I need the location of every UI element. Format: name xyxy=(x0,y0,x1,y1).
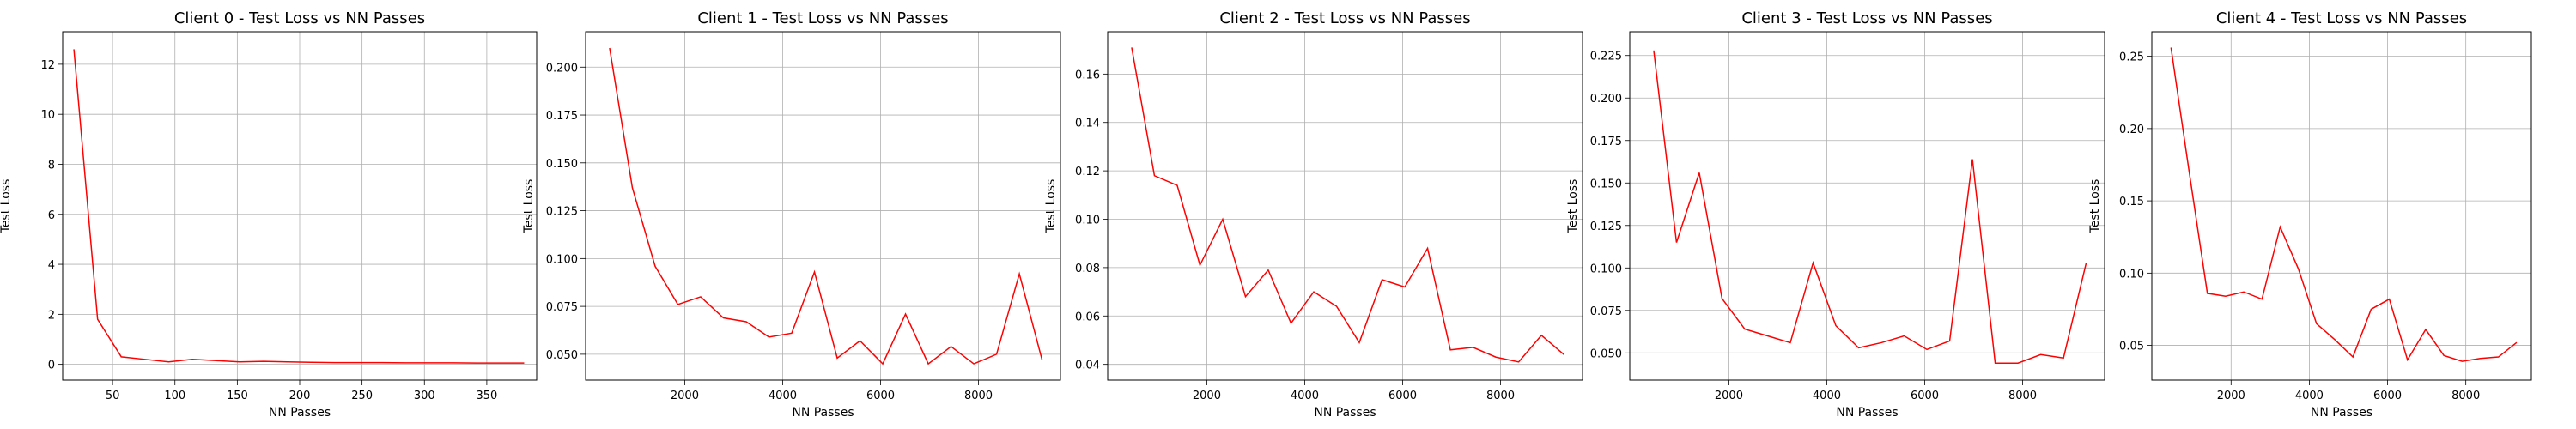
y-axis-label: Test Loss xyxy=(1044,179,1058,234)
y-tick-label: 0.15 xyxy=(2119,196,2144,208)
y-axis-label: Test Loss xyxy=(1566,179,1580,234)
y-axis-label: Test Loss xyxy=(0,179,13,234)
y-tick-label: 0.12 xyxy=(1075,166,1100,178)
x-axis-label: NN Passes xyxy=(792,406,854,420)
chart-title: Client 3 - Test Loss vs NN Passes xyxy=(1741,9,1992,27)
x-tick-label: 100 xyxy=(164,390,185,402)
plot-frame xyxy=(1107,31,1583,381)
x-tick-label: 2000 xyxy=(1715,390,1743,402)
x-tick-label: 6000 xyxy=(1388,390,1417,402)
y-tick-label: 0.050 xyxy=(546,349,578,362)
subplot-client-3: 2000 4000 6000 8000 0.050 0.075 0.100 0.125 0.15… xyxy=(1566,9,2105,420)
x-tick-label: 6000 xyxy=(2373,390,2402,402)
plot-frame xyxy=(2151,31,2532,381)
y-tick-label: 0.150 xyxy=(1590,178,1622,190)
plot-frame xyxy=(62,31,538,381)
x-tick-label: 4000 xyxy=(1813,390,1841,402)
y-tick-label: 0.100 xyxy=(546,253,578,266)
test-loss-line xyxy=(1653,50,2087,364)
subplot-client-2: 2000 4000 6000 8000 0.04 0.06 0.08 0.10 0.12 0.14… xyxy=(1044,9,1583,420)
subplot-client-1: 2000 4000 6000 8000 0.050 0.075 0.100 0.125 0.15… xyxy=(522,9,1061,420)
y-tick-label: 0.175 xyxy=(1590,136,1622,148)
chart-title: Client 0 - Test Loss vs NN Passes xyxy=(174,9,425,27)
y-tick-label: 0.06 xyxy=(1075,311,1100,323)
y-tick-label: 0.25 xyxy=(2119,51,2144,64)
y-tick-label: 0.200 xyxy=(1590,93,1622,106)
x-tick-label: 2000 xyxy=(1193,390,1221,402)
x-tick-label: 200 xyxy=(289,390,311,402)
x-tick-label: 8000 xyxy=(2008,390,2037,402)
x-tick-label: 2000 xyxy=(671,390,699,402)
plot-frame xyxy=(585,31,1061,381)
y-tick-label: 0.10 xyxy=(1075,214,1100,227)
y-tick-label: 10 xyxy=(40,109,55,122)
x-tick-label: 4000 xyxy=(1291,390,1319,402)
x-tick-label: 4000 xyxy=(769,390,797,402)
x-tick-label: 350 xyxy=(476,390,497,402)
y-tick-label: 0.125 xyxy=(546,206,578,219)
x-axis-label: NN Passes xyxy=(269,406,331,420)
y-tick-label: 4 xyxy=(48,259,55,272)
y-tick-label: 0.150 xyxy=(546,158,578,171)
y-tick-label: 0.100 xyxy=(1590,263,1622,275)
y-tick-label: 0.08 xyxy=(1075,263,1100,275)
y-axis-label: Test Loss xyxy=(2088,179,2102,234)
y-tick-label: 12 xyxy=(40,59,55,72)
x-tick-label: 6000 xyxy=(1911,390,1939,402)
test-loss-line xyxy=(609,47,1043,366)
y-tick-label: 0.14 xyxy=(1075,118,1100,130)
y-tick-label: 0.16 xyxy=(1075,69,1100,82)
subplot-client-4: 2000 4000 6000 8000 0.05 0.10 0.15 0.20 0.25 Clie… xyxy=(2088,9,2532,420)
y-tick-label: 2 xyxy=(48,309,55,322)
x-axis-label: NN Passes xyxy=(1314,406,1376,420)
x-axis-label: NN Passes xyxy=(2311,406,2372,420)
x-tick-label: 250 xyxy=(351,390,373,402)
y-tick-label: 0.075 xyxy=(546,301,578,314)
x-tick-label: 2000 xyxy=(2217,390,2245,402)
y-axis-label: Test Loss xyxy=(522,179,536,234)
x-tick-label: 6000 xyxy=(866,390,895,402)
x-tick-label: 8000 xyxy=(964,390,993,402)
y-tick-label: 0.05 xyxy=(2119,341,2144,353)
y-tick-label: 0 xyxy=(48,360,55,372)
plot-frame xyxy=(1629,31,2105,381)
y-tick-label: 0.225 xyxy=(1590,51,1622,63)
y-tick-label: 0.10 xyxy=(2119,268,2144,281)
subplot-client-0: 50 100 150 200 250 300 350 0 2 4 6 8 10 12 Client 0 - … xyxy=(0,9,538,420)
x-tick-label: 8000 xyxy=(1486,390,1515,402)
test-loss-line xyxy=(2170,47,2518,362)
y-tick-label: 0.125 xyxy=(1590,221,1622,233)
y-tick-label: 0.050 xyxy=(1590,347,1622,360)
test-loss-line xyxy=(1131,47,1565,363)
chart-title: Client 4 - Test Loss vs NN Passes xyxy=(2216,9,2467,27)
x-tick-label: 8000 xyxy=(2451,390,2480,402)
y-tick-label: 0.075 xyxy=(1590,305,1622,318)
x-tick-label: 300 xyxy=(414,390,435,402)
y-tick-label: 8 xyxy=(48,159,55,172)
x-tick-label: 50 xyxy=(106,390,120,402)
y-tick-label: 0.20 xyxy=(2119,124,2144,136)
y-tick-label: 0.175 xyxy=(546,110,578,123)
chart-title: Client 2 - Test Loss vs NN Passes xyxy=(1219,9,1470,27)
x-tick-label: 4000 xyxy=(2295,390,2324,402)
y-tick-label: 0.200 xyxy=(546,62,578,75)
y-tick-label: 0.04 xyxy=(1075,360,1100,372)
chart-title: Client 1 - Test Loss vs NN Passes xyxy=(697,9,948,27)
test-loss-line xyxy=(73,49,525,364)
y-tick-label: 6 xyxy=(48,209,55,222)
x-axis-label: NN Passes xyxy=(1836,406,1898,420)
x-tick-label: 150 xyxy=(227,390,248,402)
